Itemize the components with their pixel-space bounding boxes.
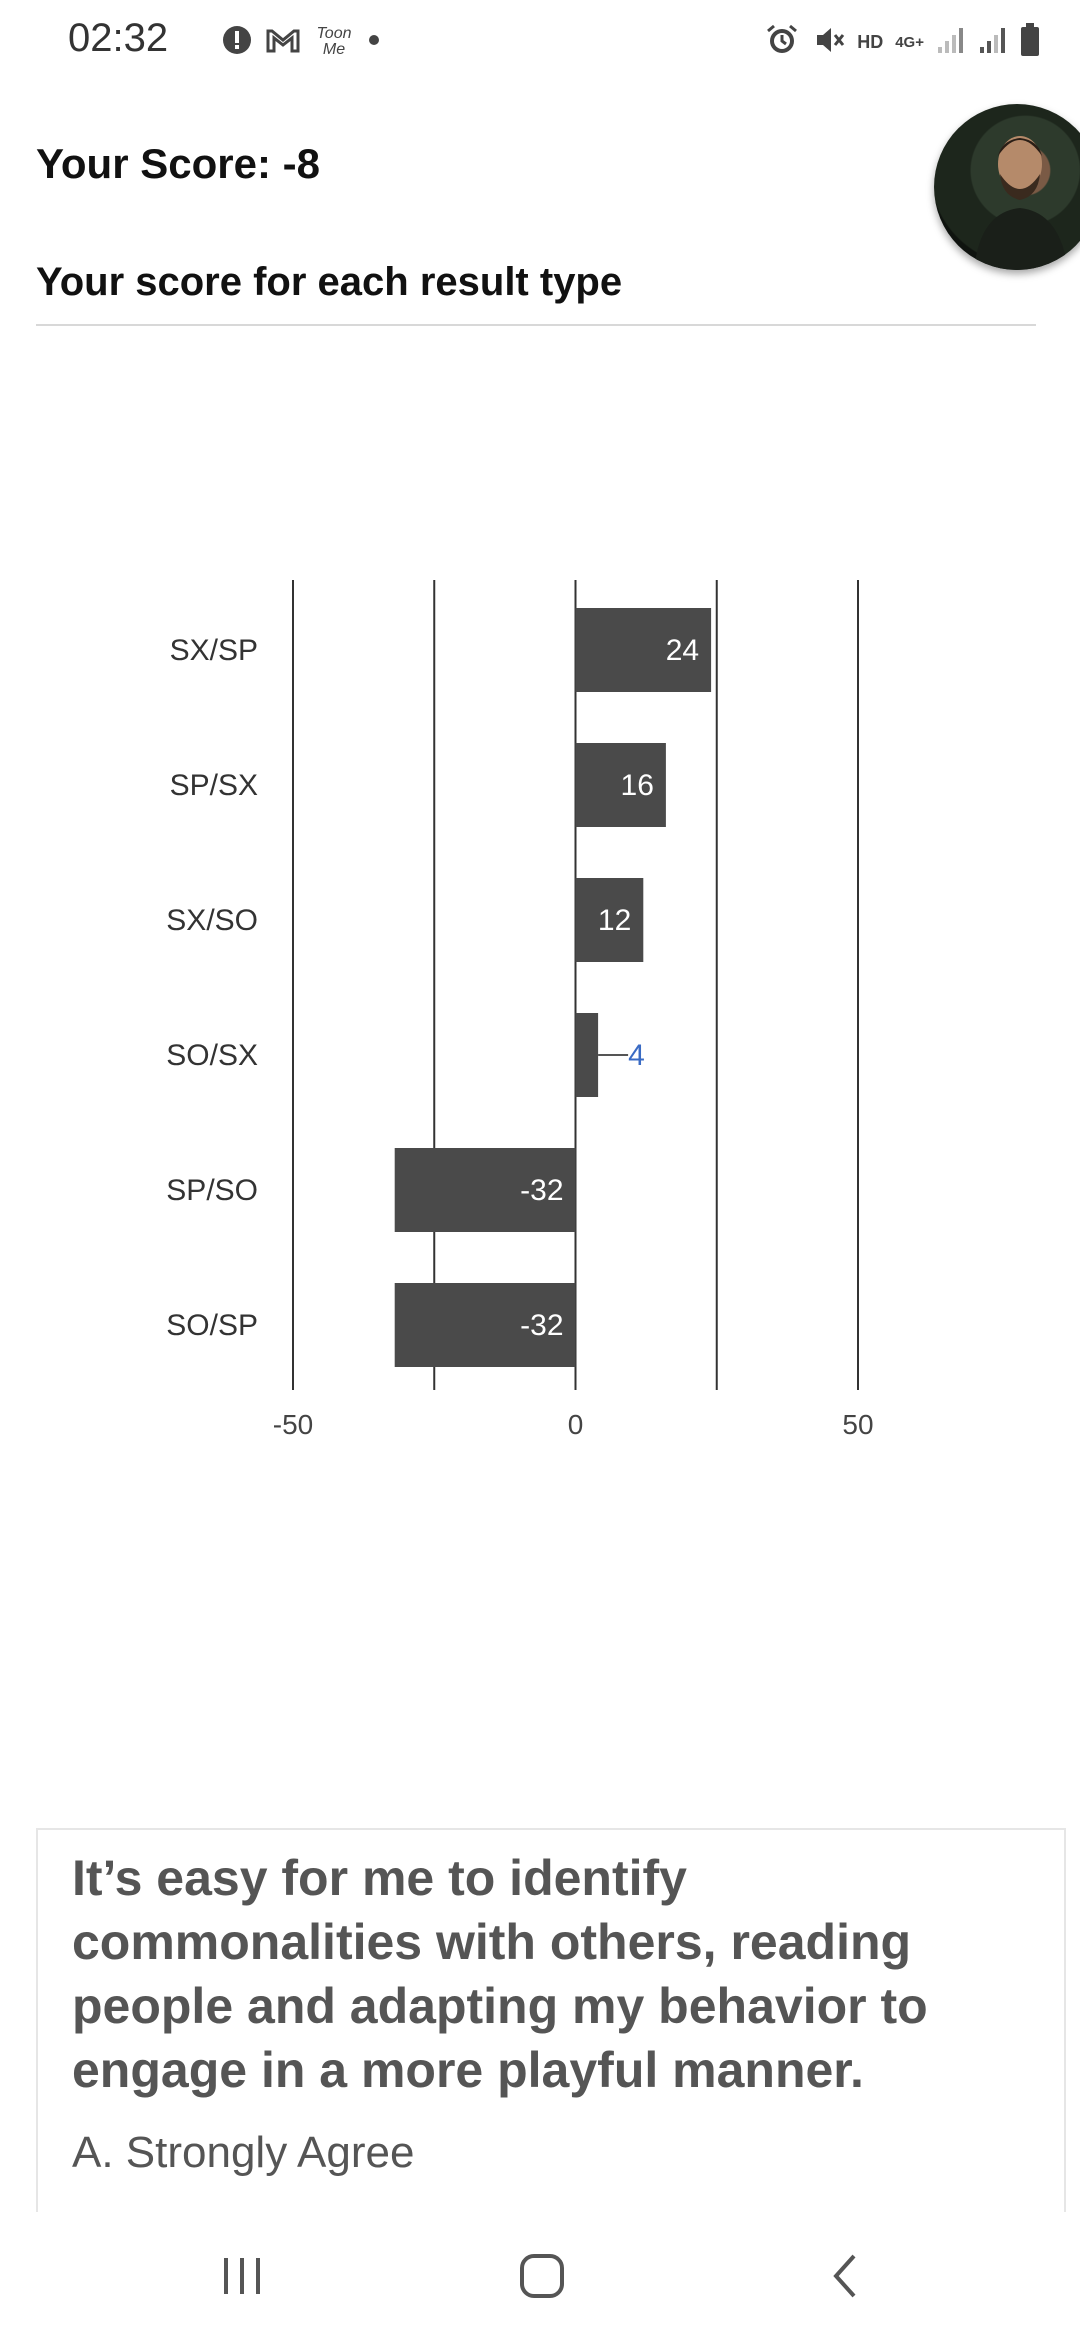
alarm-icon [765, 23, 799, 62]
x-tick-label: 0 [568, 1409, 584, 1440]
recents-button[interactable] [212, 2246, 272, 2306]
bar [394, 1283, 576, 1367]
back-button[interactable] [816, 2246, 876, 2306]
x-tick-label: 50 [842, 1409, 873, 1440]
total-score: Your Score: -8 [36, 140, 320, 187]
x-tick-label: -50 [273, 1409, 313, 1440]
bar [575, 743, 666, 827]
bar [575, 1013, 599, 1097]
status-bar: 02:32 Toon Me HD 4G+ [0, 0, 1080, 80]
data-label: -32 [520, 1174, 563, 1207]
signal-icon [936, 25, 966, 60]
signal-icon [978, 25, 1008, 60]
bar-chart-svg: -50 0 50 SX/SP 24 SP/SX 16 SX/SO 12 SO/SX 4 SP/SO -3… [166, 580, 874, 1440]
category-label: SP/SX [170, 769, 258, 802]
home-icon [520, 2254, 564, 2298]
home-button[interactable] [512, 2246, 572, 2306]
data-label: -32 [520, 1309, 563, 1342]
category-label: SX/SO [166, 904, 258, 937]
data-label: 16 [621, 769, 654, 802]
dot-icon [368, 33, 380, 51]
question-text: It’s easy for me to identify commonaliti… [72, 1850, 928, 2098]
recents-icon [224, 2258, 260, 2294]
notification-icons: Toon Me [222, 22, 380, 62]
mute-icon [811, 23, 845, 62]
gmail-icon [266, 27, 300, 58]
section-title: Your score for each result type [36, 260, 623, 304]
category-label: SP/SO [166, 1174, 258, 1207]
category-label: SO/SP [166, 1309, 258, 1342]
data-label: 4 [628, 1039, 645, 1072]
section-divider [36, 324, 1036, 326]
question-card: It’s easy for me to identify commonaliti… [36, 1828, 1066, 2250]
4g-icon: 4G+ [895, 33, 924, 51]
data-label: 12 [598, 904, 631, 937]
alert-icon [222, 25, 252, 60]
bar [575, 608, 712, 692]
category-label: SX/SP [170, 634, 258, 667]
avatar[interactable] [934, 104, 1080, 270]
data-label: 24 [666, 634, 699, 667]
toonme-icon: Toon Me [316, 25, 352, 58]
bar [575, 878, 644, 962]
navigation-bar [0, 2212, 1080, 2340]
battery-icon [1020, 22, 1040, 62]
profile-photo [974, 136, 1068, 270]
system-icons: HD 4G+ [765, 20, 1040, 64]
answer-text: A. Strongly Agree [72, 2128, 415, 2177]
category-label: SO/SX [166, 1039, 258, 1072]
status-time: 02:32 [68, 16, 169, 60]
back-icon [833, 2254, 856, 2298]
result-type-chart: -50 0 50 SX/SP 24 SP/SX 16 SX/SO 12 SO/SX 4 SP/SO -3… [0, 560, 1080, 1460]
bar [394, 1148, 576, 1232]
hd-icon: HD [857, 31, 884, 52]
